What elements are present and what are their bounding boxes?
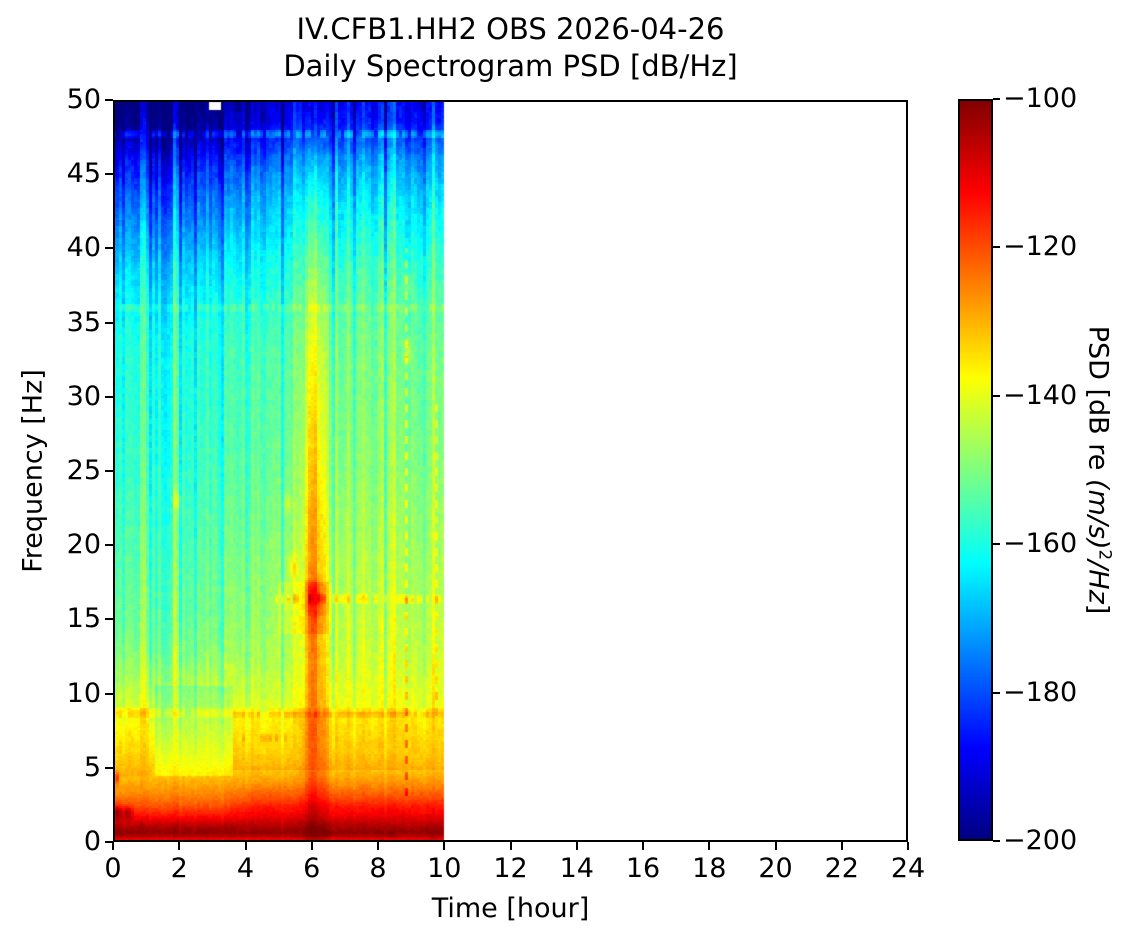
y-tick-label: 30 <box>66 380 101 412</box>
x-tick-label: 20 <box>758 853 793 884</box>
y-tick-mark <box>105 395 113 398</box>
colorbar-label: PSD [dB re (m/s)2/Hz] <box>1083 326 1116 615</box>
y-tick-label: 0 <box>83 826 101 857</box>
y-tick-mark <box>105 321 113 324</box>
colorbar-tick-label: −140 <box>1003 379 1078 411</box>
x-tick-mark <box>112 842 114 850</box>
y-tick-mark <box>105 618 113 621</box>
x-tick-mark <box>310 842 313 850</box>
x-tick-label: 2 <box>170 853 188 884</box>
colorbar-label-math2: /Hz <box>1082 560 1114 604</box>
y-tick-mark <box>105 692 113 695</box>
colorbar-tick-mark <box>993 543 1000 546</box>
title-line-1: IV.CFB1.HH2 OBS 2026-04-26 <box>296 12 725 46</box>
plot-title: IV.CFB1.HH2 OBS 2026-04-26 Daily Spectro… <box>113 11 908 85</box>
x-tick-mark <box>774 842 777 850</box>
x-tick-label: 22 <box>824 853 859 884</box>
colorbar-tick-label: −100 <box>1003 83 1078 114</box>
y-tick-mark <box>105 841 113 843</box>
y-tick-mark <box>105 470 113 472</box>
y-tick-mark <box>105 247 113 250</box>
y-tick-label: 5 <box>83 751 101 783</box>
x-tick-label: 4 <box>236 853 255 884</box>
colorbar-tick-mark <box>993 840 1000 842</box>
spectrogram-image <box>113 100 908 842</box>
y-tick-label: 45 <box>66 158 101 190</box>
x-tick-label: 8 <box>369 853 387 884</box>
x-tick-mark <box>708 842 711 850</box>
y-tick-mark <box>105 766 113 769</box>
x-tick-mark <box>642 842 644 850</box>
colorbar-tick-mark <box>993 246 1000 249</box>
x-tick-label: 0 <box>104 853 122 884</box>
x-tick-mark <box>840 842 843 850</box>
colorbar-tick-mark <box>993 394 1000 397</box>
x-tick-label: 10 <box>427 853 462 884</box>
x-tick-label: 6 <box>303 853 321 884</box>
x-tick-label: 16 <box>625 853 661 884</box>
colorbar-gradient <box>958 99 993 841</box>
x-tick-mark <box>244 842 247 850</box>
y-tick-mark <box>105 99 113 101</box>
y-tick-label: 10 <box>66 677 101 709</box>
x-tick-label: 12 <box>493 853 528 884</box>
y-tick-label: 20 <box>66 529 101 561</box>
x-tick-label: 14 <box>559 853 594 884</box>
y-tick-label: 50 <box>66 84 101 115</box>
colorbar-tick-label: −180 <box>1003 676 1078 708</box>
x-tick-mark <box>907 842 909 850</box>
x-tick-mark <box>509 842 512 850</box>
colorbar-tick-label: −200 <box>1003 825 1078 856</box>
x-tick-mark <box>575 842 578 850</box>
x-tick-mark <box>377 842 379 850</box>
title-line-2: Daily Spectrogram PSD [dB/Hz] <box>283 49 738 83</box>
y-tick-label: 25 <box>66 455 101 486</box>
x-tick-mark <box>443 842 446 850</box>
x-tick-label: 24 <box>890 853 926 884</box>
x-axis-label: Time [hour] <box>431 893 590 924</box>
x-tick-mark <box>178 842 181 850</box>
colorbar-tick-mark <box>993 98 1000 100</box>
colorbar-tick-mark <box>993 691 1000 694</box>
y-tick-label: 15 <box>66 603 101 635</box>
colorbar-tick-label: −160 <box>1003 528 1078 560</box>
y-tick-mark <box>105 544 113 547</box>
y-tick-label: 35 <box>66 306 101 338</box>
colorbar-tick-label: −120 <box>1003 231 1078 263</box>
x-tick-label: 18 <box>692 853 727 884</box>
y-tick-label: 40 <box>66 232 101 264</box>
colorbar-label-suffix: ] <box>1082 603 1114 615</box>
y-tick-mark <box>105 173 113 176</box>
